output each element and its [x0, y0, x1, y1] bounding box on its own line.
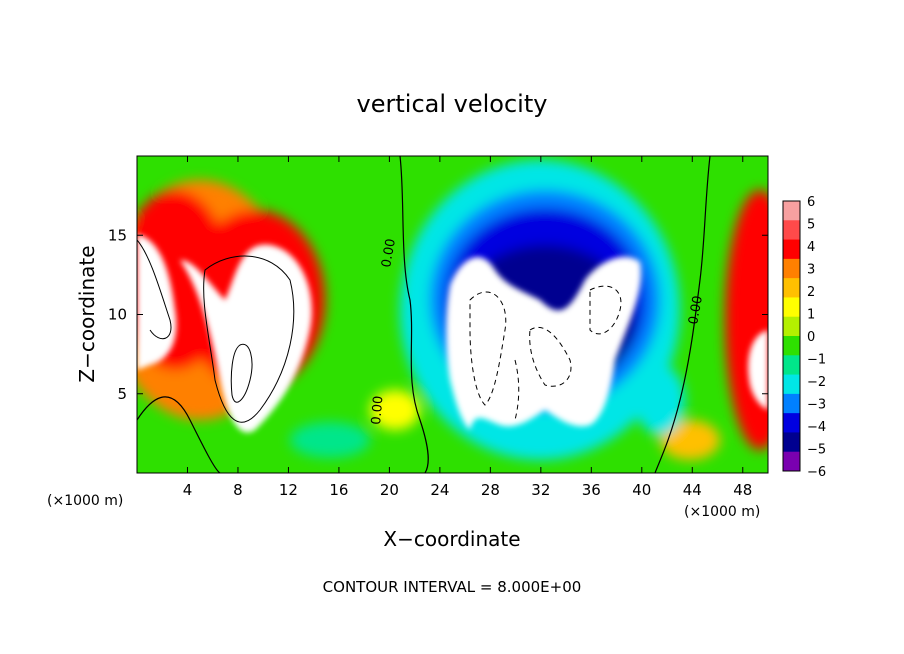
zero-contour-mid: [399, 156, 429, 473]
contour-labels: 0.00 0.00 0.00: [369, 238, 706, 426]
positive-contour-edge: [137, 239, 172, 340]
colorbar-swatch: [783, 393, 800, 414]
patch-yellow-1: [370, 390, 420, 430]
colorbar-swatch: [783, 413, 800, 433]
colorbar-tick-label: 6: [807, 195, 815, 210]
colorbar-tick-label: −3: [807, 398, 826, 413]
x-tick-label: 8: [233, 481, 243, 499]
colorbar-tick-label: 5: [807, 218, 815, 233]
colorbar: 6 5 4 3 2 1 0 −1 −2 −3 −4 −5 −6: [782, 195, 826, 480]
patch-cyan-right: [635, 365, 685, 435]
colorbar-frame: [782, 200, 801, 472]
colorbar-swatch: [783, 201, 800, 221]
patch-yellow-2: [660, 420, 720, 460]
chart-title: vertical velocity: [357, 90, 548, 118]
y-tick-label: 5: [117, 385, 127, 403]
negative-contour-3: [589, 285, 622, 335]
colorbar-tick-label: −5: [807, 443, 826, 458]
contour-lines: [137, 156, 711, 473]
positive-contour-left: [203, 255, 295, 423]
colorbar-tick-label: −6: [807, 465, 826, 480]
contour-label-1: 0.00: [379, 238, 399, 269]
x-axis: 4 8 12 16 20 24 28 32 36 40 44 48: [183, 156, 752, 499]
colorbar-swatch: [783, 355, 800, 376]
updraft-core-right: [748, 330, 768, 410]
colorbar-tick-label: −1: [807, 353, 826, 368]
downdraft-core: [446, 256, 641, 430]
colorbar-tick-label: 2: [807, 285, 815, 300]
patch-cyan-low: [290, 422, 370, 458]
x-tick-label: 40: [632, 481, 651, 499]
x-tick-label: 24: [430, 481, 449, 499]
heatmap-field: 0.00 0.00 0.00: [137, 156, 768, 473]
contour-label-3: 0.00: [686, 295, 706, 326]
colorbar-tick-label: 1: [807, 308, 815, 323]
y-tick-label: 15: [108, 226, 127, 244]
contour-label-2: 0.00: [369, 395, 386, 425]
colorbar-swatch: [783, 258, 800, 279]
x-tick-label: 20: [380, 481, 399, 499]
colorbar-tick-label: −4: [807, 420, 826, 435]
colorbar-tick-label: 0: [807, 330, 815, 345]
contour-interval-note: CONTOUR INTERVAL = 8.000E+00: [323, 578, 582, 596]
negative-contour-1: [469, 291, 507, 406]
y-tick-label: 10: [108, 306, 127, 324]
x-tick-label: 4: [183, 481, 193, 499]
colorbar-swatch: [783, 451, 800, 472]
colorbar-swatch: [783, 239, 800, 260]
colorbar-swatch: [783, 316, 800, 337]
updraft-core-left: [137, 234, 177, 370]
colorbar-swatch: [783, 220, 800, 241]
colorbar-swatch: [783, 278, 800, 298]
x-tick-label: 28: [481, 481, 500, 499]
zero-contour-right: [654, 156, 711, 473]
colorbar-tick-label: 4: [807, 240, 815, 255]
x-tick-label: 48: [733, 481, 752, 499]
x-tick-label: 44: [683, 481, 702, 499]
y-axis: 5 10 15: [108, 226, 768, 403]
x-tick-label: 36: [582, 481, 601, 499]
updraft-core-center: [180, 244, 312, 433]
x-tick-label: 16: [329, 481, 348, 499]
negative-contour-2: [529, 326, 572, 387]
colorbar-swatch: [783, 432, 800, 453]
colorbar-swatch: [783, 336, 800, 356]
negative-contours: [469, 285, 622, 421]
x-axis-label: X−coordinate: [383, 527, 520, 551]
colorbar-swatch: [783, 297, 800, 318]
y-axis-label: Z−coordinate: [75, 245, 99, 382]
negative-contour-4: [514, 359, 520, 421]
colorbar-tick-label: −2: [807, 375, 826, 390]
colorbar-tick-label: 3: [807, 263, 815, 278]
colorbar-swatch: [783, 374, 800, 395]
x-unit-right: (×1000 m): [684, 504, 760, 520]
x-tick-label: 32: [531, 481, 550, 499]
x-unit-left: (×1000 m): [47, 493, 123, 509]
zero-contour-left: [137, 396, 221, 473]
positive-contour-inner: [230, 343, 253, 403]
x-tick-label: 12: [279, 481, 298, 499]
